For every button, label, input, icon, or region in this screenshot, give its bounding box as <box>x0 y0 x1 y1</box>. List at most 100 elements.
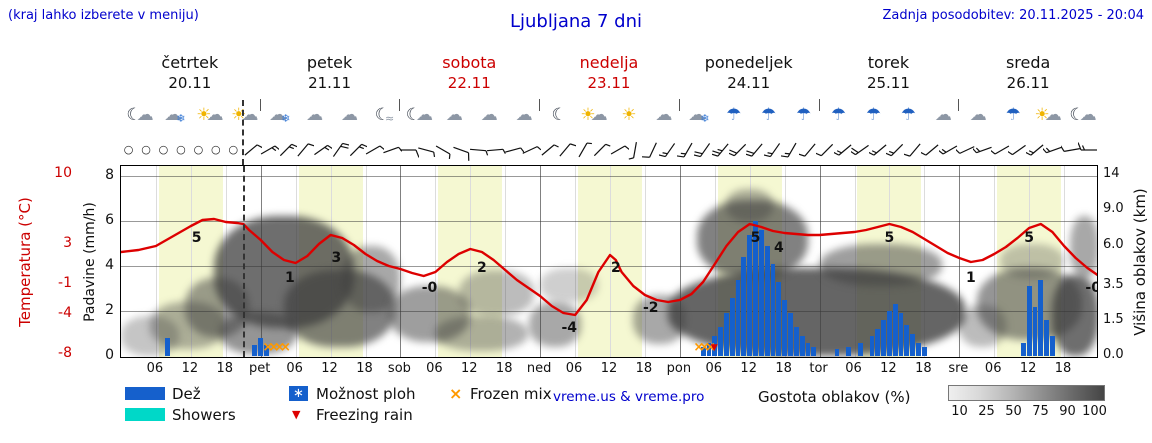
hour-gridline <box>575 166 577 357</box>
sky-icon: ☾☁ <box>119 105 155 125</box>
sky-glyph: ☾ <box>1069 105 1084 125</box>
temp-tick-label: -8 <box>58 345 72 361</box>
rain-bar <box>811 347 817 356</box>
last-update: Zadnja posodobitev: 20.11.2025 - 20:04 <box>882 8 1144 23</box>
rain-bar <box>898 313 904 356</box>
sky-glyph: ☁ <box>164 105 181 125</box>
temperature-line <box>121 166 1097 357</box>
sky-glyph: ☁ <box>445 105 463 125</box>
sky-glyph: ☂ <box>830 105 846 125</box>
x-tick-label: 18 <box>495 361 513 376</box>
cloud-height-tick-label: 9.0 <box>1103 201 1124 216</box>
rain-swatch <box>125 387 165 400</box>
sky-glyph: ☁ <box>306 105 323 125</box>
cloud-density-scale-value: 90 <box>1059 404 1076 419</box>
rain-bar <box>758 230 764 356</box>
wind-barb-icon <box>883 139 908 161</box>
sky-glyph: ☁ <box>206 105 223 125</box>
rain-bar <box>1032 306 1038 356</box>
sky-glyph: ☂ <box>1005 105 1021 125</box>
sky-glyph: ☾ <box>405 105 421 125</box>
rain-bar <box>258 338 264 356</box>
rain-bar <box>1050 335 1055 356</box>
sky-icon: ☀ <box>608 105 644 125</box>
watermark-link[interactable]: vreme.us & vreme.pro <box>553 389 705 405</box>
wind-barb-icon <box>1059 139 1083 161</box>
sky-glyph: ☂ <box>726 105 741 125</box>
temp-value-label: 5 <box>750 230 761 246</box>
x-tick-label: 18 <box>216 361 234 376</box>
sky-icon: ☁ <box>434 105 470 125</box>
sky-glyph: ☁ <box>416 105 433 125</box>
rain-bar <box>846 347 852 356</box>
precip-gridline <box>121 311 1097 312</box>
rain-bar <box>252 344 258 356</box>
cloud-blob <box>284 270 395 347</box>
sky-icon: ☀☁ <box>574 105 610 125</box>
hour-gridline <box>644 166 646 357</box>
rain-bar <box>805 342 811 356</box>
rain-bar <box>910 333 916 356</box>
day-separator <box>259 99 261 111</box>
day-header-petek: petek 21.11 <box>260 53 400 92</box>
x-tick-label: 12 <box>600 361 618 376</box>
sky-glyph: ☁ <box>934 105 952 125</box>
sky-icon: ☀☁ <box>1028 105 1064 125</box>
rain-bar <box>735 279 741 356</box>
x-tick-label: 18 <box>915 361 932 376</box>
precip-tick-label: 0 <box>105 347 114 363</box>
calm-wind-icon: ○ <box>176 143 186 156</box>
day-date: 26.11 <box>1006 74 1050 92</box>
x-tick-label: sre <box>948 361 969 376</box>
wind-barb-icon <box>432 139 454 161</box>
x-tick-label: pon <box>666 361 692 376</box>
rain-bar <box>892 304 898 356</box>
cloud-density-scale-value: 50 <box>1005 404 1022 419</box>
sky-glyph: ☀ <box>196 105 211 125</box>
sky-glyph: ≈ <box>384 112 394 125</box>
sky-icon: ☂ <box>713 105 749 125</box>
sky-glyph: ☀ <box>1034 105 1049 125</box>
day-gridline <box>400 166 402 357</box>
cloud-height-tick-label: 6.0 <box>1103 237 1124 252</box>
day-name: sreda <box>1005 53 1051 72</box>
x-tick-label: 18 <box>1054 361 1072 376</box>
day-gridline <box>540 166 542 357</box>
wind-barb-icon <box>572 139 594 161</box>
rain-bar <box>834 349 840 356</box>
cloud-height-tick-label: 3.5 <box>1103 277 1124 292</box>
cloud-blob <box>388 286 471 342</box>
frozen-mix-marker: × <box>699 340 711 355</box>
day-date: 24.11 <box>727 74 771 92</box>
menu-hint[interactable]: (kraj lahko izberete v meniju) <box>8 8 199 23</box>
cloud-blob <box>458 270 535 316</box>
day-header-sobota: sobota 22.11 <box>399 53 539 92</box>
sky-icon: ☂ <box>993 105 1029 125</box>
page-title: Ljubljana 7 dni <box>509 11 643 32</box>
x-tick-label: 18 <box>635 361 653 376</box>
hour-gridline <box>435 166 437 357</box>
temp-value-label: 2 <box>610 260 621 276</box>
rain-bar <box>712 335 718 356</box>
rain-bar <box>788 313 793 356</box>
cloud-blob <box>528 301 581 347</box>
day-separator <box>539 99 541 111</box>
sky-glyph: ☁ <box>1079 105 1097 125</box>
day-separator <box>399 99 401 111</box>
rain-bar <box>1020 342 1026 356</box>
day-gridline <box>679 166 681 357</box>
current-time-line-upper <box>242 100 245 165</box>
x-tick-label: 12 <box>181 361 199 376</box>
sky-glyph: ☁ <box>590 105 608 125</box>
sky-glyph: ☀ <box>580 105 595 125</box>
temp-value-label: 2 <box>477 260 487 276</box>
hour-gridline <box>365 166 367 357</box>
day-gridline <box>959 166 961 357</box>
sky-glyph: ☂ <box>795 105 811 125</box>
day-date: 22.11 <box>447 74 491 92</box>
showers-swatch <box>125 408 165 421</box>
wind-barb-icon <box>624 139 646 161</box>
rain-bar <box>770 263 776 356</box>
rain-bar <box>869 335 875 356</box>
